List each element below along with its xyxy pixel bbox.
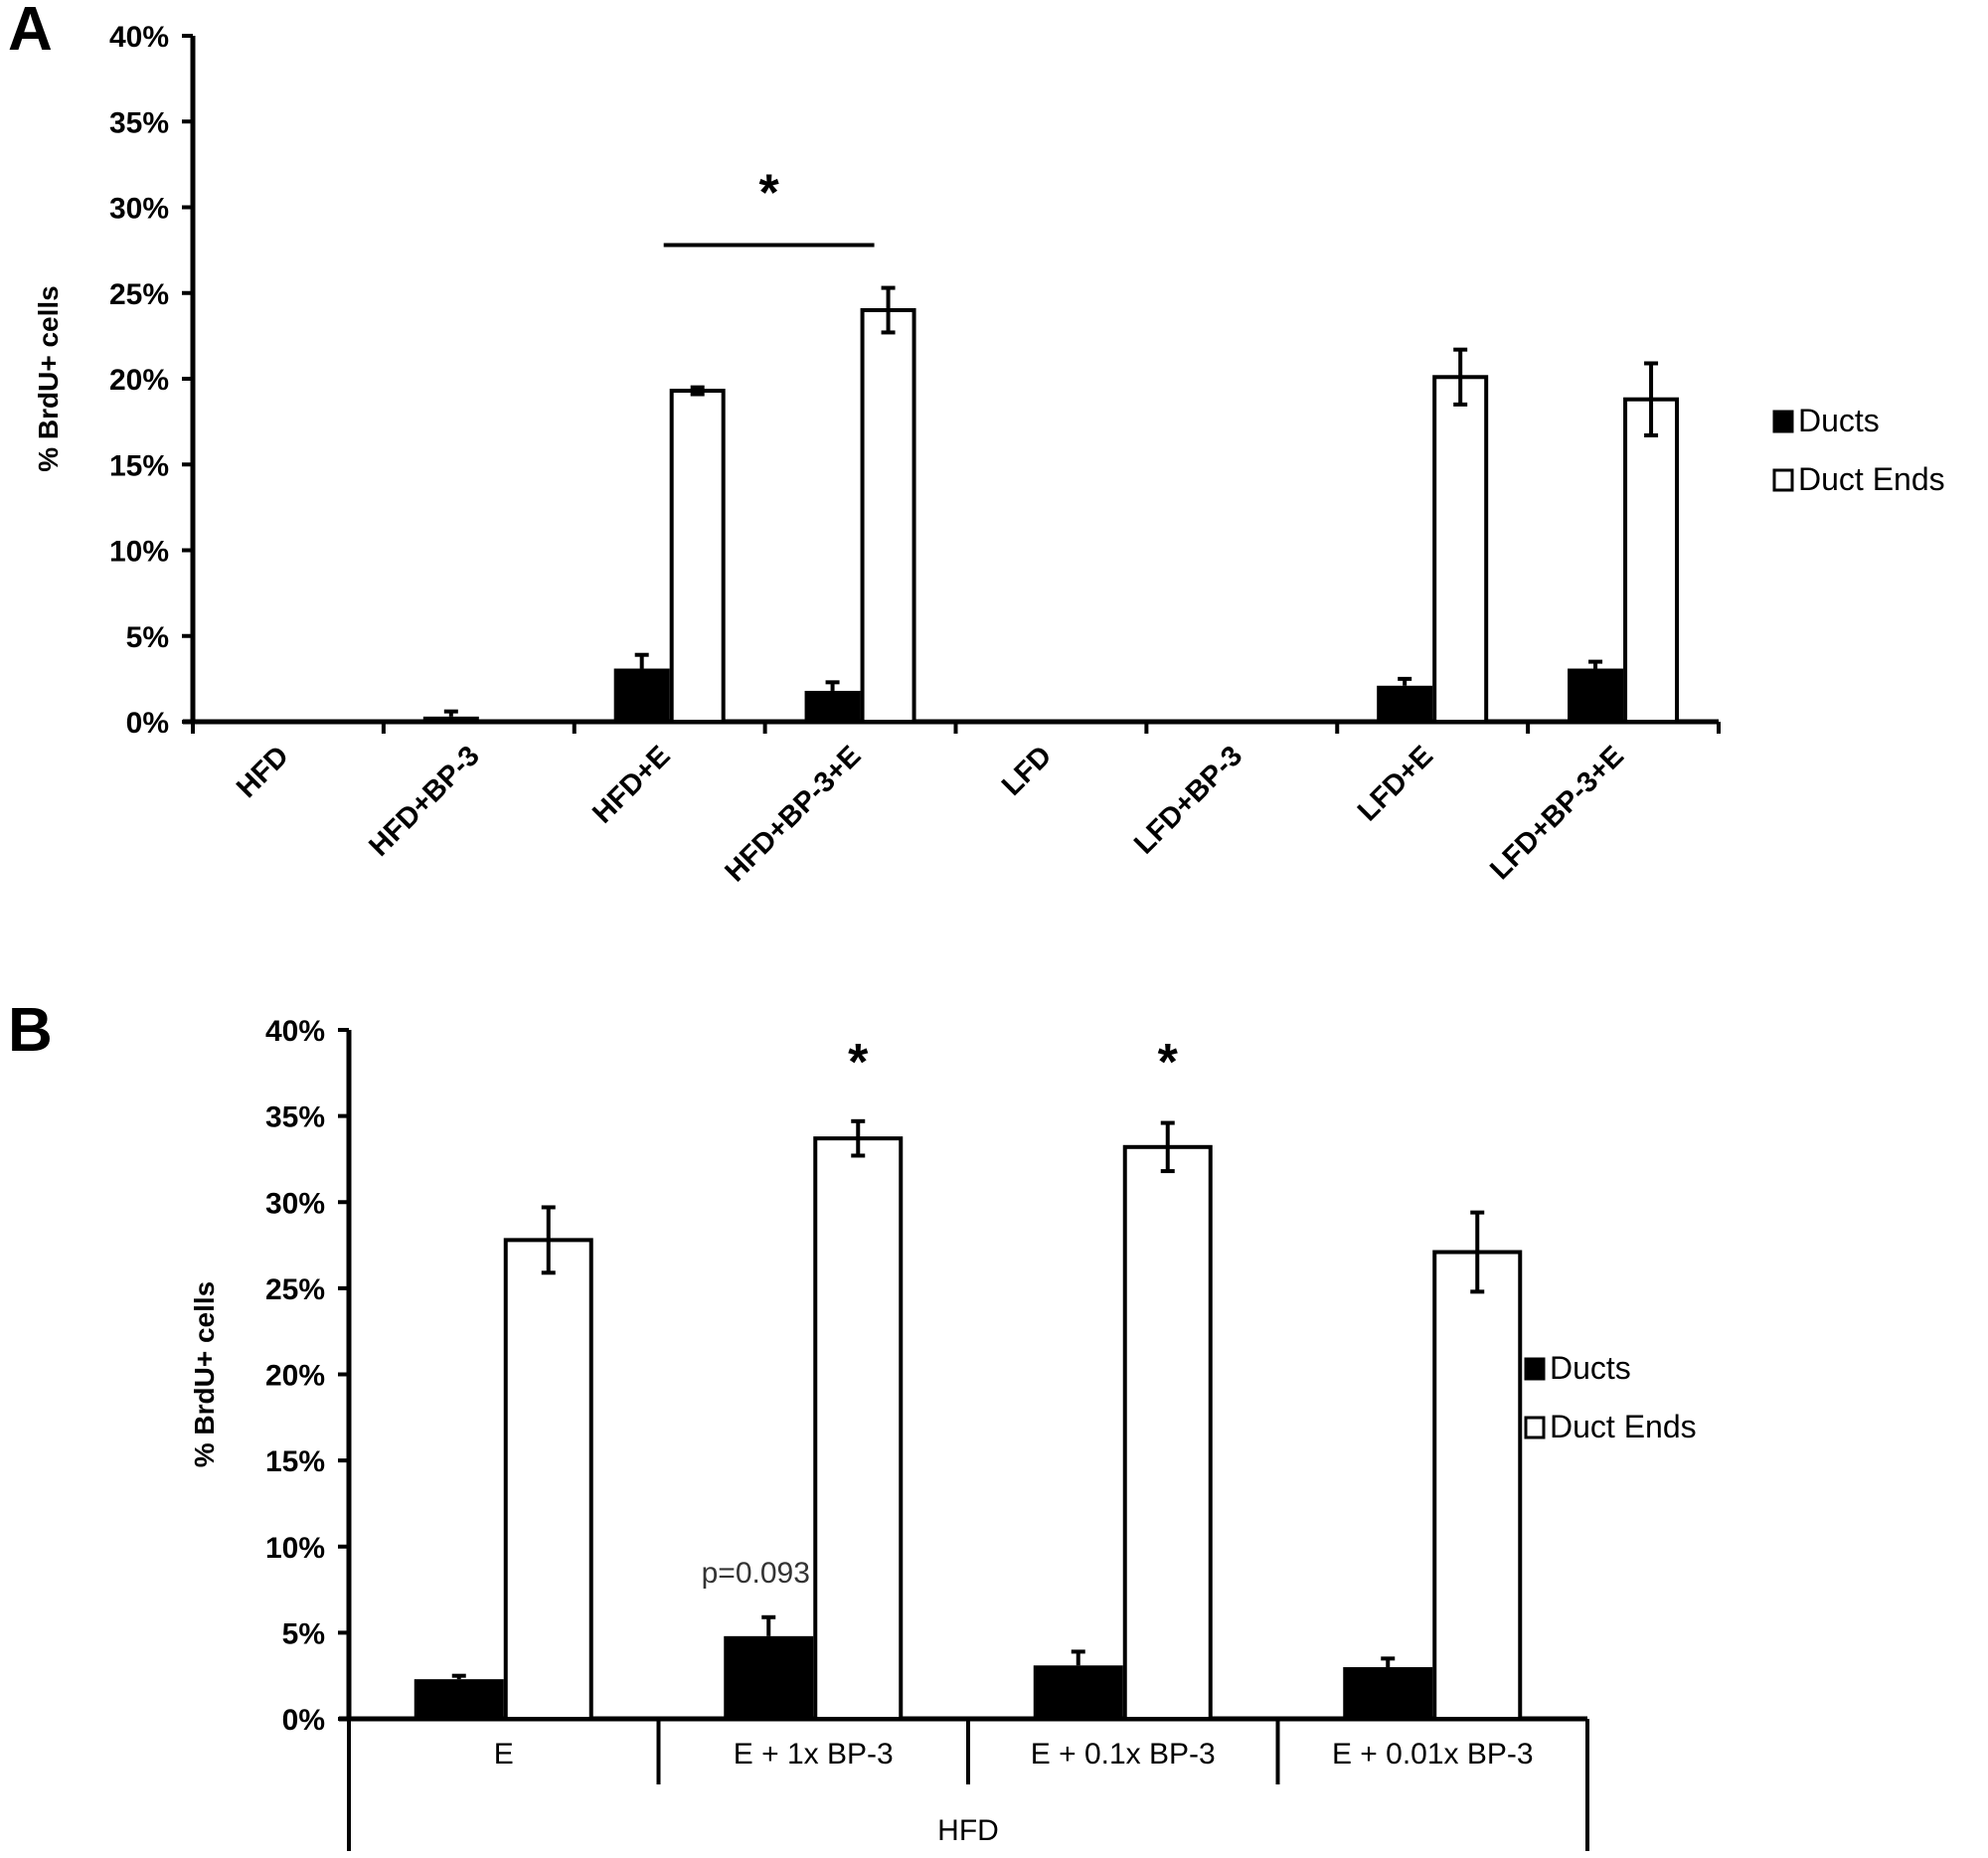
legend-item: Duct Ends: [1524, 1409, 1697, 1444]
legend-swatch-filled-icon: [1524, 1357, 1546, 1381]
bar-duct-ends: [1432, 375, 1489, 724]
bar-group: E: [414, 1205, 593, 1771]
bar-ducts: [724, 1635, 814, 1719]
bar-group: E + 0.01x BP-3: [1332, 1210, 1534, 1771]
legend-label: Ducts: [1798, 403, 1880, 438]
y-axis-title: % BrdU+ cells: [33, 285, 64, 472]
bar-duct-ends: [1432, 1250, 1523, 1722]
panel-b-chart: B 0% 5% 10% 15% 20% 25% 30% 35% 40% % BrdU+ cells E…: [8, 996, 1697, 1851]
bar-ducts: [414, 1679, 504, 1719]
y-tick-label: 35%: [265, 1101, 325, 1134]
bar-ducts: [1033, 1665, 1123, 1719]
y-tick-label: 5%: [282, 1617, 325, 1650]
bar-group: LFD+E: [1352, 347, 1489, 827]
y-tick-label: 25%: [265, 1273, 325, 1306]
panel-a-chart: A 0% 5% 10% 15% 20% 25% 30% 35% 40% % BrdU+ cells H…: [8, 0, 1945, 888]
bar-ducts: [1568, 668, 1624, 722]
significance-star: *: [1158, 1034, 1179, 1092]
x-category-label: HFD: [231, 740, 295, 804]
x-category-label: E + 1x BP-3: [734, 1738, 894, 1771]
bar-ducts: [804, 690, 861, 722]
legend-swatch-outline-icon: [1524, 1416, 1546, 1439]
x-category-label: LFD+E: [1352, 740, 1439, 827]
bar-group: E + 0.1x BP-3: [1031, 1120, 1216, 1771]
bar-group: LFD: [996, 740, 1058, 801]
x-category-label: HFD+BP-3: [363, 740, 485, 862]
y-tick-label: 15%: [265, 1445, 325, 1478]
y-tick-label: 30%: [265, 1187, 325, 1220]
bar-ducts: [1377, 685, 1433, 722]
y-tick-label: 5%: [126, 621, 169, 654]
y-tick-label: 40%: [109, 21, 169, 54]
panel-letter: A: [8, 0, 53, 64]
legend-label: Ducts: [1550, 1350, 1631, 1386]
legend-label: Duct Ends: [1798, 461, 1945, 497]
legend-item: Ducts: [1772, 403, 1880, 438]
significance-star: *: [848, 1034, 869, 1092]
bar-group: LFD+BP-3: [1128, 740, 1248, 860]
bar-duct-ends: [669, 389, 726, 724]
x-category-label: HFD+E: [586, 740, 676, 829]
y-axis-title: % BrdU+ cells: [189, 1281, 220, 1468]
x-category-label: HFD+BP-3+E: [719, 740, 867, 888]
y-tick-label: 0%: [126, 707, 169, 740]
x-category-label: E + 0.01x BP-3: [1332, 1738, 1534, 1771]
y-tick-label: 35%: [109, 106, 169, 139]
legend-swatch-filled-icon: [1772, 410, 1794, 433]
bar-duct-ends: [860, 308, 916, 724]
x-category-label: E: [494, 1738, 514, 1771]
y-tick-label: 25%: [109, 278, 169, 311]
significance-star: *: [759, 164, 780, 222]
bar-group: E + 1x BP-3: [724, 1118, 904, 1771]
legend-label: Duct Ends: [1550, 1409, 1697, 1444]
y-tick-label: 40%: [265, 1015, 325, 1048]
legend-item: Duct Ends: [1772, 461, 1945, 497]
y-tick-label: 10%: [109, 536, 169, 569]
bar-ducts: [613, 668, 670, 722]
x-category-label: E + 0.1x BP-3: [1031, 1738, 1216, 1771]
y-tick-label: 10%: [265, 1532, 325, 1565]
bar-duct-ends: [1623, 397, 1680, 724]
x-category-label: LFD: [996, 740, 1058, 801]
legend-swatch-outline-icon: [1772, 468, 1794, 492]
y-tick-label: 20%: [265, 1360, 325, 1393]
x-category-label: LFD+BP-3: [1128, 740, 1248, 860]
bar-group: HFD+BP-3+E: [719, 285, 916, 888]
bar-ducts: [422, 716, 479, 722]
y-tick-label: 30%: [109, 193, 169, 226]
y-tick-label: 20%: [109, 364, 169, 397]
p-value-annotation: p=0.093: [702, 1557, 810, 1590]
bar-group: HFD+E: [586, 385, 726, 830]
y-tick-label: 15%: [109, 449, 169, 482]
bar-duct-ends: [503, 1238, 593, 1721]
panel-letter: B: [8, 996, 53, 1065]
x-category-label: LFD+BP-3+E: [1484, 740, 1630, 886]
bar-ducts: [1343, 1667, 1433, 1719]
x-group-label: HFD: [937, 1814, 999, 1847]
bar-group: HFD+BP-3: [363, 709, 486, 863]
bar-duct-ends: [1122, 1144, 1213, 1722]
legend-item: Ducts: [1524, 1350, 1631, 1386]
bar-duct-ends: [813, 1136, 904, 1721]
y-tick-label: 0%: [282, 1704, 325, 1737]
bar-group: LFD+BP-3+E: [1484, 361, 1680, 886]
bar-group: HFD: [231, 740, 295, 804]
